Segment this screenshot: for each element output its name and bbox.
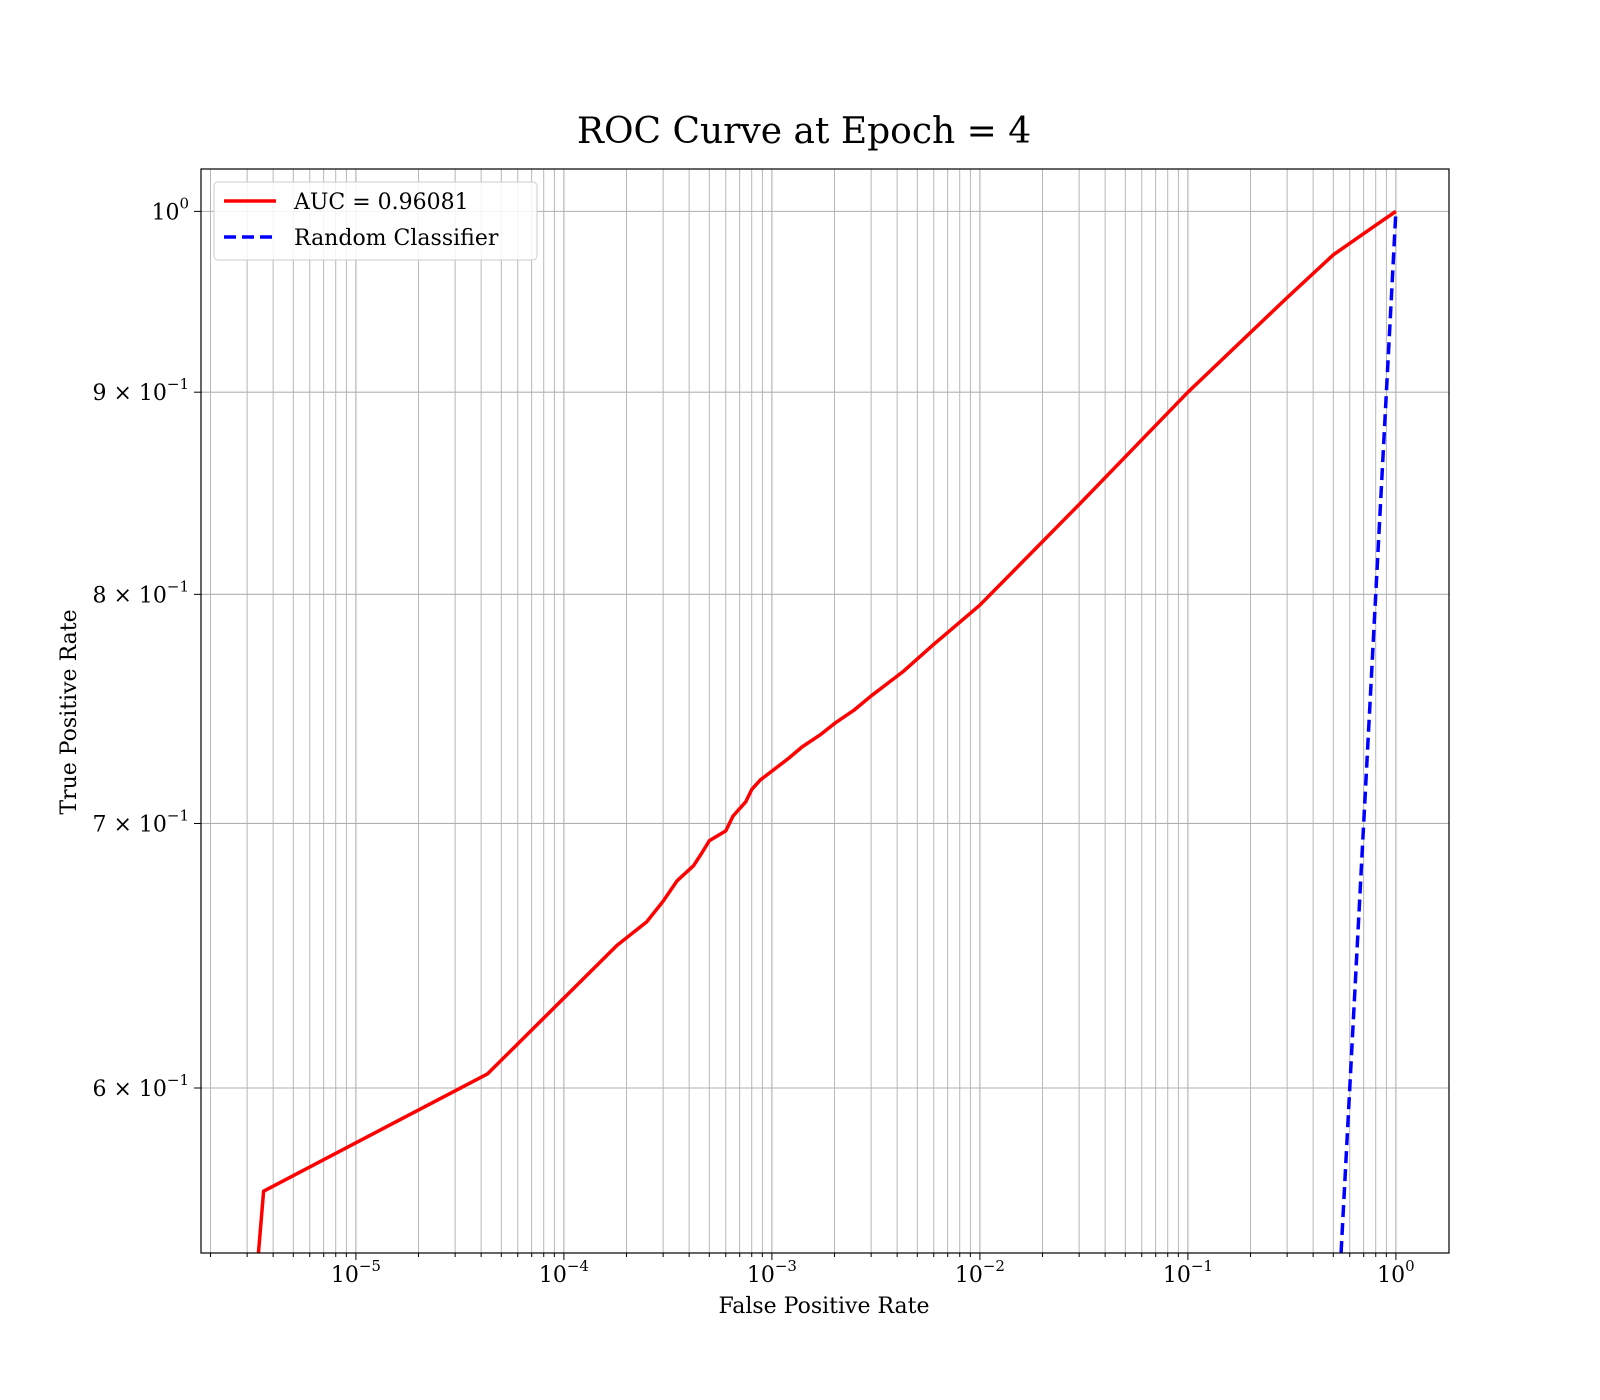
y-tick-label: 9 × 10−1 bbox=[92, 375, 189, 406]
x-tick-label: 100 bbox=[1377, 1257, 1415, 1288]
x-tick-label: 10−2 bbox=[955, 1257, 1005, 1288]
axis-ticks: 10−5 10−4 10−3 10−2 10−1 100 100 9 × 10−1 8 × 10… bbox=[92, 194, 1414, 1288]
y-tick-label: 6 × 10−1 bbox=[92, 1071, 189, 1102]
legend-label-random: Random Classifier bbox=[294, 226, 499, 251]
y-tick-label: 100 bbox=[151, 194, 189, 225]
x-tick-label: 10−3 bbox=[747, 1257, 797, 1288]
roc-curve-line bbox=[256, 209, 1397, 1253]
grid bbox=[201, 169, 1449, 1253]
legend-box bbox=[213, 181, 538, 261]
y-tick-label: 8 × 10−1 bbox=[92, 577, 189, 608]
x-tick-label: 10−1 bbox=[1163, 1257, 1213, 1288]
legend: AUC = 0.96081 Random Classifier bbox=[213, 181, 538, 261]
chart-title: ROC Curve at Epoch = 4 bbox=[577, 111, 1031, 152]
random-classifier-line bbox=[1339, 211, 1398, 1253]
x-tick-label: 10−5 bbox=[331, 1257, 381, 1288]
y-tick-label: 7 × 10−1 bbox=[92, 806, 189, 837]
x-axis-label: False Positive Rate bbox=[718, 1294, 929, 1319]
legend-label-auc: AUC = 0.96081 bbox=[293, 190, 469, 215]
y-axis-label: True Positive Rate bbox=[57, 609, 82, 814]
plot-frame bbox=[200, 168, 1450, 1254]
x-tick-label: 10−4 bbox=[539, 1257, 589, 1288]
plot-series bbox=[256, 209, 1398, 1253]
